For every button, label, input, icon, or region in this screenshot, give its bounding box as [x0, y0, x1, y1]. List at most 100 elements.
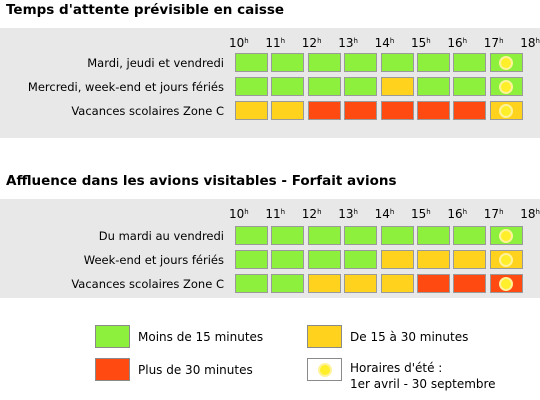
schedule-cell: [453, 226, 487, 245]
hour-number: 16: [447, 36, 463, 50]
hour-suffix: h: [499, 208, 504, 216]
sun-icon: [501, 105, 512, 116]
schedule-cell: [235, 250, 268, 269]
schedule-cell: [344, 77, 378, 96]
hour-label: 15h: [411, 207, 431, 221]
hour-number: 13: [338, 36, 354, 50]
hour-label: 16h: [447, 207, 467, 221]
schedule-cell: [271, 77, 305, 96]
legend-label-summer-title: Horaires d'été :: [350, 361, 443, 375]
hour-suffix: h: [462, 37, 468, 45]
schedule-panel-caisse: 10h 11h 12h 13h 14h 15h 16h 17h 18h Mardi, jeudi…: [0, 28, 540, 138]
schedule-cell: [417, 274, 450, 293]
hour-suffix: h: [317, 37, 322, 45]
hour-number: 17: [483, 36, 500, 50]
schedule-cell: [417, 250, 450, 269]
schedule-cell: [417, 53, 450, 72]
legend-label-summer-dates: 1er avril - 30 septembre: [350, 377, 496, 391]
schedule-cell: [344, 250, 378, 269]
schedule-cell: [453, 274, 487, 293]
schedule-cell: [417, 77, 450, 96]
hour-suffix: h: [462, 208, 468, 216]
schedule-cell: [380, 101, 414, 120]
hour-number: 15: [411, 36, 427, 50]
hour-label: 10h: [229, 36, 249, 50]
schedule-cell: [344, 53, 378, 72]
schedule-cell: [453, 250, 487, 269]
schedule-cell: [271, 274, 305, 293]
schedule-cell: [417, 101, 450, 120]
schedule-cell: [307, 77, 341, 96]
hour-number: 10: [229, 207, 245, 221]
schedule-panel-avions: 10h 11h 12h 13h 14h 15h 16h 17h 18h Du mardi au …: [0, 199, 540, 298]
hour-number: 11: [265, 207, 281, 221]
legend-label-yellow: De 15 à 30 minutes: [350, 330, 469, 344]
hour-suffix: h: [426, 37, 431, 45]
schedule-cell: [235, 226, 268, 245]
hour-suffix: h: [353, 37, 358, 45]
schedule-cell: [271, 101, 305, 120]
schedule-cell: [307, 101, 341, 120]
schedule-cell: [271, 226, 305, 245]
schedule-cell: [307, 274, 341, 293]
schedule-cell: [271, 250, 305, 269]
hour-label: 11h: [265, 207, 285, 221]
section-title-caisse: Temps d'attente prévisible en caisse: [6, 2, 285, 18]
hour-label: 13h: [338, 207, 358, 221]
schedule-cell: [380, 53, 414, 72]
hour-suffix: h: [317, 208, 322, 216]
schedule-cell: [344, 101, 378, 120]
hour-label: 12h: [302, 36, 322, 50]
summer-hour-cell: [489, 53, 523, 72]
hour-label: 10h: [229, 207, 249, 221]
hour-label: 17h: [484, 36, 504, 50]
hour-suffix: h: [280, 37, 286, 45]
hour-number: 18: [520, 207, 536, 221]
hour-number: 11: [265, 36, 281, 50]
hour-number: 12: [301, 207, 318, 221]
hour-suffix: h: [499, 37, 504, 45]
schedule-cell: [344, 274, 378, 293]
sun-icon: [501, 81, 512, 92]
schedule-cell: [235, 101, 268, 120]
hour-number: 17: [483, 207, 500, 221]
summer-hour-cell: [489, 226, 523, 245]
sun-icon: [501, 230, 512, 241]
schedule-cell: [235, 53, 268, 72]
schedule-cell: [235, 77, 268, 96]
hour-number: 16: [447, 207, 463, 221]
hour-label: 15h: [411, 36, 431, 50]
schedule-cell: [307, 53, 341, 72]
hour-label: 13h: [338, 36, 358, 50]
row-label: Week-end et jours fériés: [83, 253, 224, 267]
row-label: Du mardi au vendredi: [98, 229, 224, 243]
schedule-cell: [453, 101, 487, 120]
hour-suffix: h: [280, 208, 286, 216]
hour-number: 14: [374, 36, 390, 50]
summer-hour-cell: [489, 250, 523, 269]
hour-label: 14h: [375, 207, 395, 221]
legend-swatch-red: [95, 358, 130, 381]
schedule-cell: [453, 53, 487, 72]
hour-number: 18: [520, 36, 536, 50]
hour-suffix: h: [535, 37, 540, 45]
hour-suffix: h: [389, 208, 395, 216]
summer-hour-cell: [489, 274, 523, 293]
hour-number: 13: [338, 207, 354, 221]
schedule-cell: [380, 226, 414, 245]
sun-icon: [501, 57, 512, 68]
hour-number: 10: [229, 36, 245, 50]
row-label: Mardi, jeudi et vendredi: [87, 56, 224, 70]
schedule-cell: [235, 274, 268, 293]
hour-label: 18h: [520, 207, 540, 221]
legend-swatch-summer: [307, 358, 342, 381]
summer-hour-cell: [489, 101, 523, 120]
hour-suffix: h: [244, 37, 249, 45]
hour-suffix: h: [535, 208, 540, 216]
hour-label: 18h: [520, 36, 540, 50]
hour-suffix: h: [353, 208, 358, 216]
hour-label: 12h: [302, 207, 322, 221]
hour-suffix: h: [389, 37, 395, 45]
sun-icon: [319, 364, 330, 375]
schedule-cell: [307, 226, 341, 245]
